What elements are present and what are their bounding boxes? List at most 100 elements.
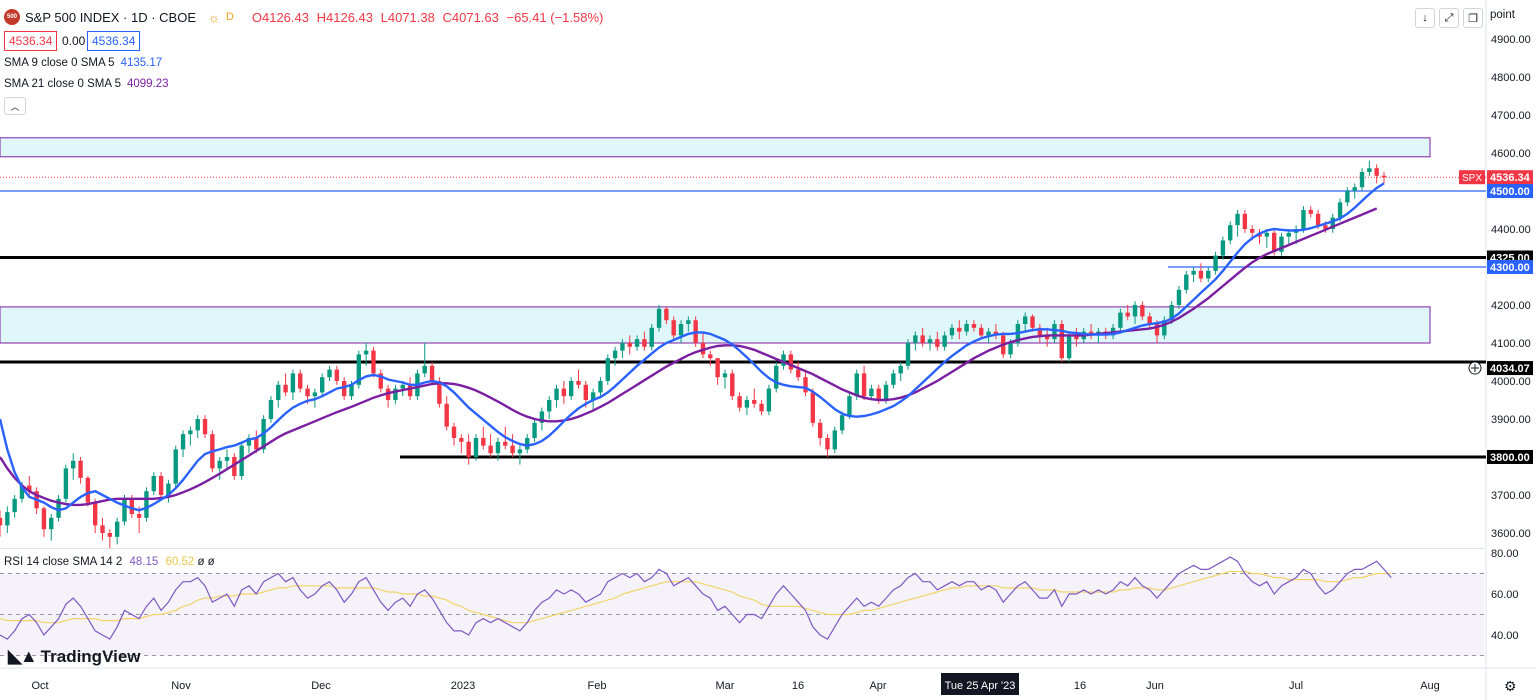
expand-icon[interactable]: ⤢ <box>1439 8 1459 28</box>
candle <box>664 306 669 324</box>
arrow-down-icon[interactable]: ↓ <box>1415 8 1435 28</box>
tradingview-mark-icon: ◣▲ <box>8 646 38 666</box>
candle-body <box>144 491 149 518</box>
candle <box>41 506 47 537</box>
rsi-tick-label: 60.00 <box>1491 589 1519 601</box>
candle-body <box>656 308 662 328</box>
candle <box>1140 301 1145 321</box>
market-status-badge: D <box>225 11 234 23</box>
candle-body <box>1213 255 1218 271</box>
ask-box[interactable]: 4536.34 <box>87 31 141 51</box>
candle-body <box>356 354 362 385</box>
candle-body <box>854 373 859 397</box>
time-label: Feb <box>588 680 607 692</box>
candle-body <box>774 365 779 389</box>
candle <box>1147 312 1152 328</box>
candle-body <box>1381 175 1387 178</box>
candle-body <box>166 483 171 495</box>
candle <box>71 453 76 480</box>
candle <box>642 331 647 351</box>
time-label: Nov <box>171 680 191 692</box>
candle <box>356 350 362 389</box>
candle <box>847 392 852 419</box>
candle <box>107 529 113 549</box>
candle-body <box>49 517 54 530</box>
candle-body <box>378 373 383 389</box>
candle-body <box>371 350 376 374</box>
low-value: L4071.38 <box>380 9 435 25</box>
candle <box>839 411 845 435</box>
price-tag-label: 4500.00 <box>1490 186 1530 198</box>
candle <box>949 324 955 340</box>
candle <box>1301 206 1306 233</box>
candle-body <box>466 441 471 457</box>
candle <box>1381 172 1387 184</box>
candle <box>1044 327 1050 347</box>
candle-body <box>708 354 713 359</box>
candle-body <box>173 449 178 484</box>
close-value: C4071.63 <box>442 9 499 25</box>
rsi-value: 48.15 <box>129 556 159 568</box>
rsi-tick-label: 80.00 <box>1491 548 1519 560</box>
time-label: Aug <box>1420 680 1440 692</box>
resistance-zone-1 <box>0 137 1431 158</box>
candle <box>708 350 713 366</box>
symbol-title[interactable]: S&P 500 INDEX · 1D · CBOE <box>25 9 196 25</box>
candle-body <box>891 373 896 385</box>
ohlc-values: O4126.43 H4126.43 L4071.38 C4071.63 −65.… <box>248 10 603 25</box>
candle-body <box>561 388 567 397</box>
candle-body <box>913 335 918 343</box>
candle <box>1242 210 1248 233</box>
price-tag-label: 3800.00 <box>1490 452 1530 464</box>
candle <box>1037 324 1043 343</box>
sma9-label: SMA 9 close 0 SMA 5 <box>4 57 115 69</box>
candle-body <box>1374 168 1379 176</box>
candle <box>1066 331 1072 362</box>
scale-mode-label[interactable]: point <box>1490 9 1515 21</box>
candle <box>774 362 779 393</box>
candle-body <box>839 415 845 431</box>
candle <box>1022 312 1028 332</box>
candle <box>1228 221 1233 245</box>
candle <box>1030 314 1035 332</box>
price-tick-label: 4900.00 <box>1491 34 1531 46</box>
sma21-legend[interactable]: SMA 21 close 0 SMA 5 4099.23 <box>4 78 169 90</box>
candle-body <box>1235 213 1240 226</box>
sma9-value: 4135.17 <box>120 57 163 69</box>
candle <box>92 498 98 533</box>
candle-body <box>1184 274 1189 290</box>
candle <box>759 400 764 416</box>
candle <box>378 369 383 393</box>
candle-body <box>803 377 808 393</box>
candle-body <box>1162 320 1167 336</box>
candle-body <box>1228 225 1233 241</box>
collapse-legend-button[interactable]: ︿ <box>4 97 26 115</box>
candle-body <box>1037 327 1043 336</box>
sma9-legend[interactable]: SMA 9 close 0 SMA 5 4135.17 <box>4 57 162 69</box>
candle-body <box>964 324 969 332</box>
time-label: Oct <box>31 680 48 692</box>
candle <box>495 438 501 461</box>
candle <box>620 339 625 359</box>
bid-box[interactable]: 4536.34 <box>4 31 58 51</box>
candle-body <box>1147 316 1152 324</box>
candle-body <box>107 533 113 537</box>
candle-body <box>5 512 10 526</box>
gear-icon[interactable]: ⚙ <box>1504 678 1517 694</box>
candle-body <box>495 441 501 454</box>
crosshair-time-label: Tue 25 Apr '23 <box>945 680 1016 692</box>
candle <box>173 445 178 488</box>
candle-body <box>305 388 310 397</box>
price-tag-box <box>1487 450 1533 464</box>
candle <box>268 396 274 423</box>
candle-body <box>400 384 405 389</box>
candle-body <box>678 324 684 336</box>
candle <box>810 388 816 427</box>
restore-icon[interactable]: ❐ <box>1463 8 1483 28</box>
candle <box>327 365 332 381</box>
candle <box>363 343 369 366</box>
rsi-sma-line <box>0 570 1392 624</box>
candle <box>114 517 120 545</box>
rsi-legend[interactable]: RSI 14 close SMA 14 2 48.15 60.52 ø ø <box>4 556 215 568</box>
